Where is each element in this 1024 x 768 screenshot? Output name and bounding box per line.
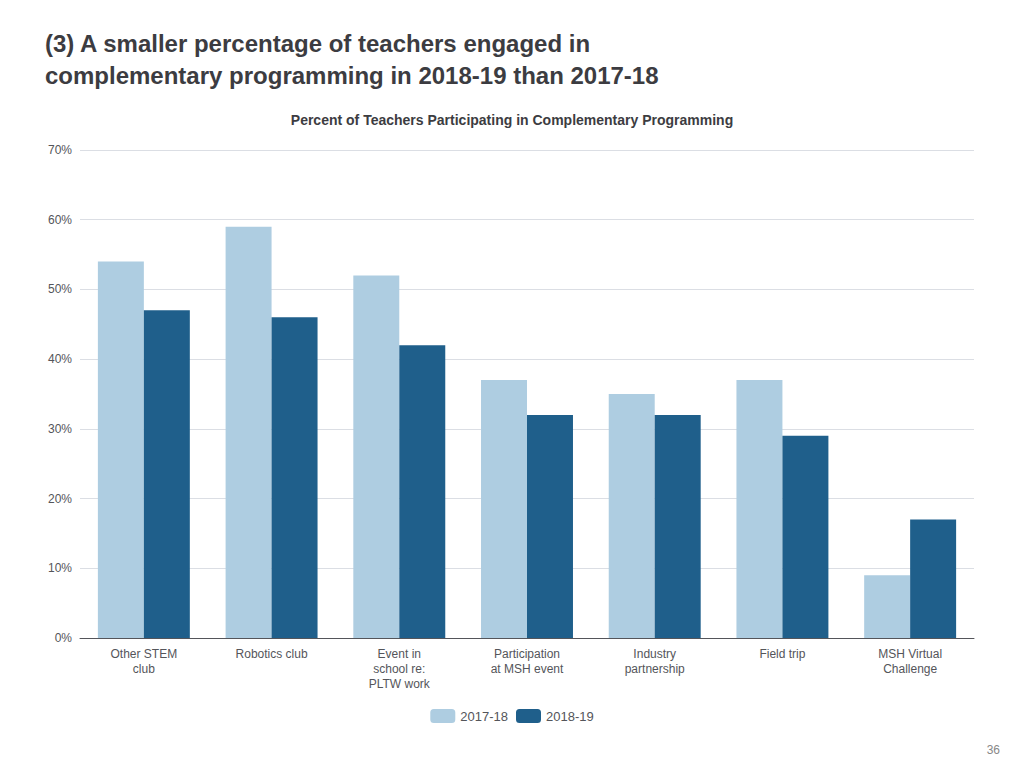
svg-text:Field trip: Field trip [759, 647, 805, 661]
svg-text:2018-19: 2018-19 [546, 709, 594, 724]
svg-text:Robotics club: Robotics club [236, 647, 308, 661]
svg-text:70%: 70% [48, 143, 72, 157]
svg-text:10%: 10% [48, 561, 72, 575]
svg-text:0%: 0% [55, 631, 73, 645]
svg-text:Participation: Participation [494, 647, 560, 661]
svg-text:36: 36 [987, 743, 1001, 757]
svg-text:PLTW work: PLTW work [369, 677, 431, 691]
svg-text:Percent of Teachers Participat: Percent of Teachers Participating in Com… [291, 112, 733, 128]
svg-text:Other STEM: Other STEM [111, 647, 178, 661]
svg-text:20%: 20% [48, 492, 72, 506]
svg-text:50%: 50% [48, 282, 72, 296]
svg-text:40%: 40% [48, 352, 72, 366]
svg-text:club: club [133, 662, 155, 676]
svg-text:30%: 30% [48, 422, 72, 436]
svg-text:2017-18: 2017-18 [460, 709, 508, 724]
svg-text:complementary programming in 2: complementary programming in 2018-19 tha… [45, 62, 659, 89]
svg-text:Challenge: Challenge [883, 662, 937, 676]
svg-text:school re:: school re: [373, 662, 425, 676]
svg-text:partnership: partnership [625, 662, 685, 676]
svg-text:(3) A smaller percentage of te: (3) A smaller percentage of teachers eng… [45, 30, 590, 57]
svg-text:Event in: Event in [378, 647, 421, 661]
svg-text:at MSH event: at MSH event [491, 662, 564, 676]
svg-text:MSH Virtual: MSH Virtual [878, 647, 942, 661]
svg-text:Industry: Industry [633, 647, 676, 661]
svg-text:60%: 60% [48, 213, 72, 227]
